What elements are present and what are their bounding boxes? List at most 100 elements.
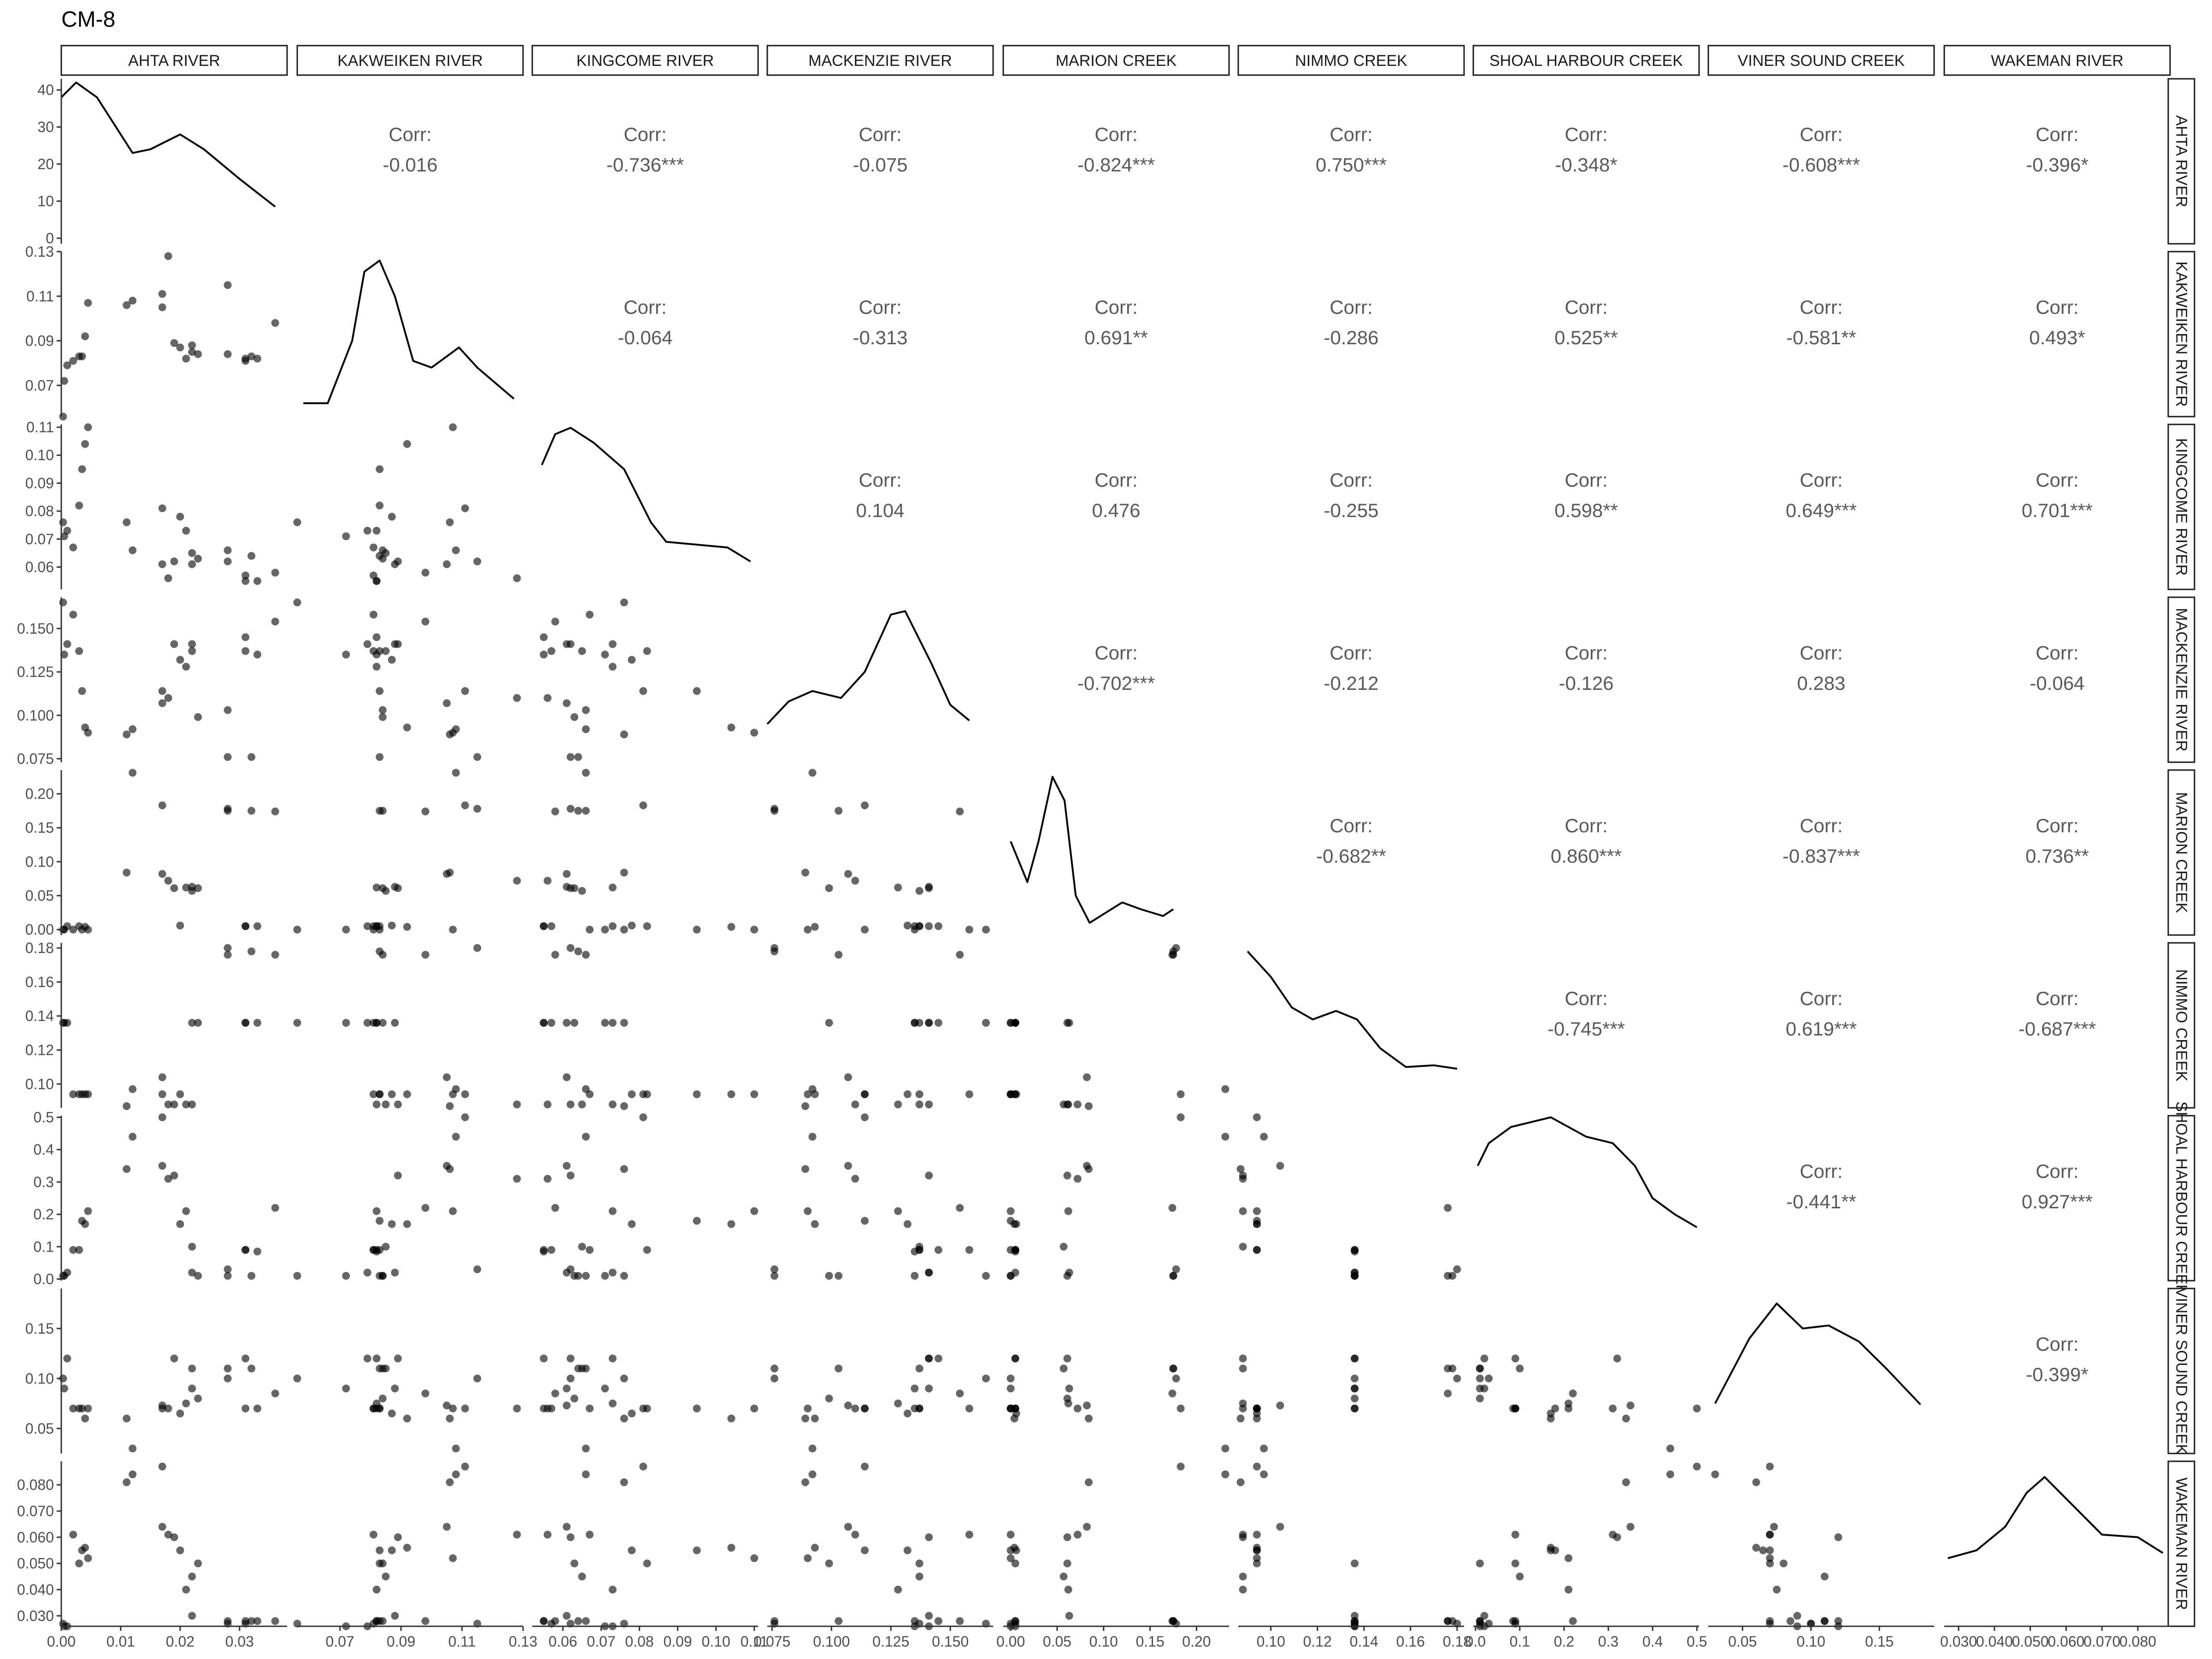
scatter-point (376, 1546, 384, 1554)
scatter-point (693, 1217, 701, 1225)
scatter-point (608, 1269, 617, 1277)
y-tick-label: 0.06 (25, 559, 54, 575)
scatter-point (188, 1365, 196, 1373)
scatter-point (194, 554, 202, 563)
row-strip (2167, 942, 2195, 1109)
scatter-point (804, 1404, 812, 1412)
scatter-point (1711, 1470, 1719, 1478)
scatter-point (1351, 1354, 1359, 1363)
y-tick-label: 0 (46, 230, 54, 247)
scatter-point (1834, 1617, 1842, 1625)
scatter-point (620, 1414, 628, 1423)
scatter-point (543, 1530, 552, 1539)
scatter-point (164, 1530, 172, 1539)
scatter-point (182, 663, 190, 671)
scatter-point (925, 1533, 933, 1541)
scatter-point (965, 1404, 973, 1412)
scatter-point (170, 1100, 178, 1109)
scatter-point (224, 944, 232, 952)
scatter-point (342, 532, 350, 541)
scatter-point (925, 882, 933, 891)
scatter-point (372, 922, 381, 930)
corr-value: -0.824*** (1077, 154, 1155, 176)
row-strip-label: WAKEMAN RIVER (2173, 1477, 2190, 1610)
scatter-point (372, 1100, 381, 1109)
x-tick-label: 0.09 (387, 1633, 415, 1650)
scatter-point (547, 1246, 555, 1254)
y-tick-label: 0.16 (25, 974, 54, 990)
scatter-point (224, 1265, 232, 1273)
row-strip-label: AHTA RIVER (2173, 115, 2190, 207)
corr-value: -0.736*** (606, 154, 684, 176)
scatter-point (78, 465, 86, 473)
scatter-point (547, 647, 555, 655)
scatter-point (376, 465, 384, 473)
scatter-point (894, 1400, 902, 1407)
scatter-point (543, 1100, 552, 1109)
density-curve (1010, 776, 1174, 924)
scatter-point (1609, 1404, 1617, 1412)
scatter-point (513, 877, 521, 885)
corr-value: 0.701*** (2022, 500, 2093, 521)
column-strip-label: KINGCOME RIVER (577, 52, 714, 70)
y-tick-label: 0.09 (25, 333, 54, 349)
x-tick-label: 0.3 (1598, 1633, 1618, 1650)
scatter-point (903, 921, 912, 930)
scatter-point (925, 922, 933, 930)
scatter-point (224, 1374, 232, 1382)
scatter-point (59, 412, 67, 421)
scatter-point (363, 1354, 371, 1363)
scatter-point (1253, 1113, 1261, 1121)
corr-value: 0.493* (2029, 327, 2085, 348)
scatter-point (628, 1220, 636, 1228)
scatter-point (1511, 1559, 1519, 1568)
scatter-point (403, 724, 411, 732)
density-curve (1477, 1116, 1698, 1228)
scatter-point (158, 870, 166, 878)
scatter-point (925, 1384, 933, 1393)
scatter-point (271, 951, 279, 959)
scatter-point (1221, 1085, 1230, 1093)
scatter-point (563, 1401, 571, 1410)
corr-value: -0.399* (2026, 1364, 2088, 1385)
scatter-point (59, 598, 67, 606)
scatter-point (911, 1247, 919, 1256)
scatter-point (513, 1530, 521, 1539)
scatter-point (170, 1533, 178, 1541)
scatter-point (84, 729, 92, 737)
scatter-point (925, 1100, 933, 1109)
scatter-point (376, 753, 384, 761)
scatter-point (1516, 1365, 1524, 1373)
scatter-point (903, 1546, 912, 1554)
scatter-point (1239, 1365, 1247, 1373)
scatter-point (1476, 1365, 1484, 1373)
scatter-point (1485, 1374, 1493, 1382)
scatter-point (247, 753, 256, 761)
scatter-point (293, 1374, 301, 1382)
scatter-point (158, 1462, 166, 1471)
scatter-point (188, 1019, 196, 1027)
scatter-point (253, 1247, 261, 1256)
scatter-point (750, 1090, 759, 1098)
scatter-point (915, 1559, 924, 1568)
scatter-point (804, 1207, 812, 1215)
scatter-point (129, 725, 137, 733)
scatter-point (1613, 1354, 1621, 1363)
scatter-point (1351, 1617, 1359, 1625)
scatter-point (176, 512, 184, 521)
scatter-point (693, 925, 701, 934)
scatter-point (1239, 1242, 1247, 1251)
scatter-point (693, 687, 701, 695)
scatter-point (965, 1246, 973, 1254)
scatter-point (1622, 1478, 1630, 1486)
x-tick-label: 0.14 (1350, 1633, 1378, 1650)
scatter-point (620, 1165, 628, 1173)
scatter-point (835, 1617, 843, 1625)
corr-label: Corr: (1094, 296, 1137, 318)
density-curve (1714, 1302, 1921, 1406)
column-strip (766, 45, 994, 76)
y-tick-label: 0.1 (34, 1238, 54, 1255)
corr-label: Corr: (1330, 469, 1372, 491)
scatter-point (158, 801, 166, 810)
